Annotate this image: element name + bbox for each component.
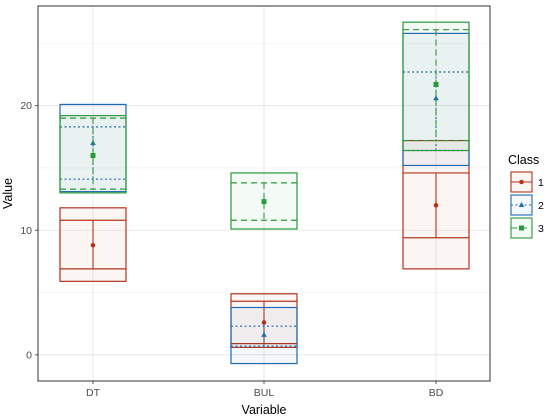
legend-label: 2 — [538, 200, 544, 212]
x-tick-label: BUL — [254, 387, 275, 399]
mean-point — [261, 199, 267, 205]
y-axis-title: Value — [1, 178, 15, 209]
legend-item: 2 — [510, 194, 544, 216]
x-axis-title: Variable — [242, 403, 287, 417]
series-group — [59, 32, 470, 365]
y-tick-label: 0 — [26, 349, 32, 361]
series-group — [59, 21, 470, 230]
legend-item: 1 — [510, 171, 544, 193]
legend-label: 3 — [538, 223, 544, 235]
legend-title: Class — [508, 153, 539, 167]
mean-point — [433, 95, 439, 101]
y-tick-label: 20 — [20, 100, 32, 112]
legend-key-marker — [519, 225, 524, 231]
legend-label: 1 — [538, 177, 544, 189]
crossbar-layer — [59, 21, 470, 365]
series-group — [59, 139, 470, 348]
legend-item: 3 — [510, 217, 544, 239]
legend-key-marker — [519, 179, 524, 185]
mean-point — [261, 320, 267, 325]
mean-point — [433, 81, 439, 87]
y-tick-label: 10 — [20, 225, 32, 237]
x-tick-label: BD — [429, 387, 444, 399]
mean-point — [90, 242, 96, 248]
legend: Class 1 2 3 — [508, 153, 544, 239]
gridlines — [38, 6, 490, 381]
mean-point — [90, 153, 96, 159]
mean-point — [433, 203, 439, 208]
mean-point — [261, 331, 267, 337]
x-tick-label: DT — [86, 387, 101, 399]
legend-key-marker — [518, 202, 525, 207]
axes: 0 10 20 DT BUL BD — [20, 100, 443, 399]
